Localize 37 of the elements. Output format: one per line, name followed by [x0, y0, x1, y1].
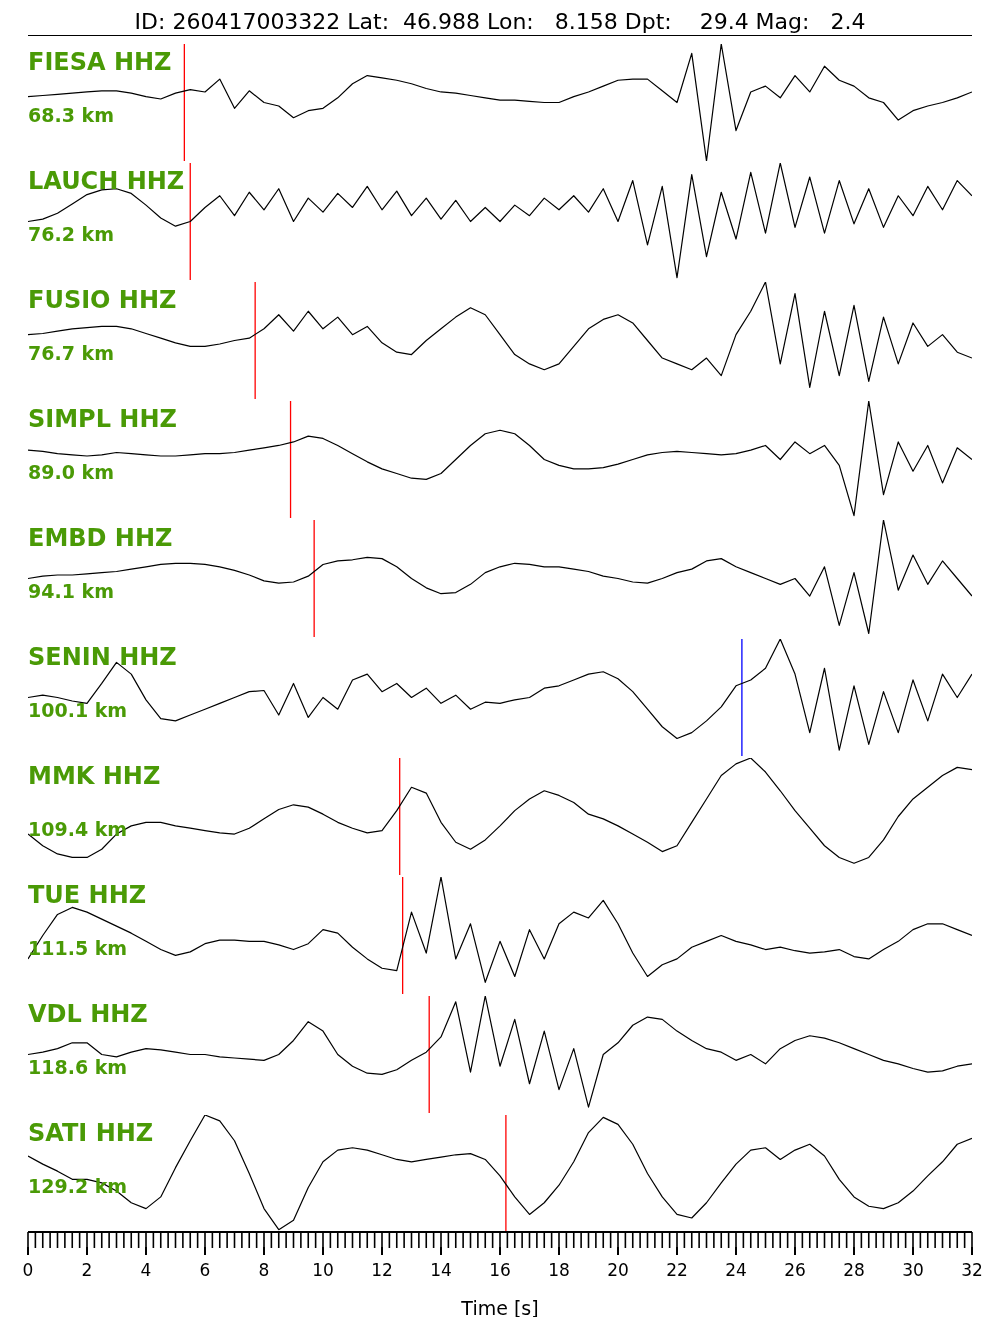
- text: 68.3 km: [28, 104, 114, 126]
- chart-title: FUSIO HHZ: [28, 286, 177, 314]
- x-tick-label: 14: [430, 1260, 452, 1280]
- text: ID: 260417003322 Lat: 46.988 Lon: 8.158 Dpt: 29.4 Mag: 2.4: [28, 8, 972, 36]
- chart-title: TUE HHZ: [28, 881, 147, 909]
- x-tick-label: 22: [666, 1260, 688, 1280]
- x-tick-label: 2: [81, 1260, 93, 1280]
- chart-title: MMK HHZ: [28, 762, 161, 790]
- x-tick-label: 0: [22, 1260, 34, 1280]
- text: 118.6 km: [28, 1056, 128, 1078]
- text: 76.7 km: [28, 342, 114, 364]
- x-tick-label: 16: [489, 1260, 511, 1280]
- x-tick-label: 8: [258, 1260, 270, 1280]
- x-tick-label: 30: [902, 1260, 924, 1280]
- x-tick-label: 12: [371, 1260, 393, 1280]
- text: 100.1 km: [28, 699, 128, 721]
- text: 94.1 km: [28, 580, 114, 602]
- x-tick-label: 4: [140, 1260, 152, 1280]
- x-tick-label: 32: [961, 1260, 983, 1280]
- x-axis-title: Time [s]: [460, 1297, 539, 1319]
- x-tick-label: 10: [312, 1260, 334, 1280]
- x-tick-label: 28: [843, 1260, 865, 1280]
- x-tick-label: 26: [784, 1260, 806, 1280]
- chart-title: EMBD HHZ: [28, 524, 173, 552]
- chart-title: FIESA HHZ: [28, 48, 172, 76]
- chart-title: SATI HHZ: [28, 1119, 154, 1147]
- chart-title: VDL HHZ: [28, 1000, 148, 1028]
- chart-title: LAUCH HHZ: [28, 167, 185, 195]
- text: 89.0 km: [28, 461, 114, 483]
- x-tick-label: 24: [725, 1260, 747, 1280]
- x-tick-label: 18: [548, 1260, 570, 1280]
- x-tick-label: 6: [199, 1260, 211, 1280]
- chart-title: SIMPL HHZ: [28, 405, 177, 433]
- text: 109.4 km: [28, 818, 128, 840]
- text: 76.2 km: [28, 223, 114, 245]
- x-tick-label: 20: [607, 1260, 629, 1280]
- chart-title: SENIN HHZ: [28, 643, 177, 671]
